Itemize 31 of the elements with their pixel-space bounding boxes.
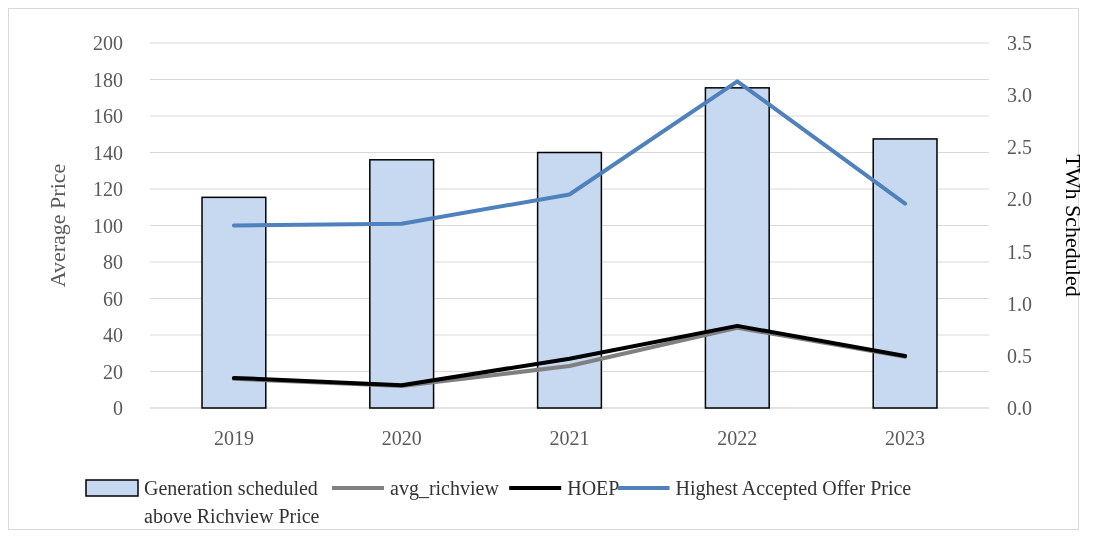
y-tick-label: 0	[113, 397, 123, 419]
x-tick-label: 2022	[717, 427, 758, 449]
y2-tick-label: 0.5	[1007, 344, 1032, 367]
legend-label: HOEP	[567, 477, 620, 499]
y2-axis-title: TWh Scheduled	[1061, 154, 1086, 297]
y2-tick-label: 3.0	[1007, 84, 1032, 107]
legend-label: avg_richview	[390, 477, 500, 500]
x-tick-label: 2021	[549, 427, 590, 449]
y2-tick-label: 3.5	[1007, 32, 1032, 54]
y2-tick-label: 0.0	[1007, 397, 1032, 419]
y-tick-label: 40	[103, 324, 123, 346]
y-tick-label: 60	[103, 287, 123, 310]
line-series	[231, 79, 908, 228]
y-tick-label: 80	[103, 251, 123, 273]
y-tick-label: 20	[103, 360, 123, 383]
y2-tick-label: 1.0	[1007, 292, 1032, 315]
y-tick-label: 100	[93, 214, 123, 237]
y-tick-label: 140	[93, 141, 123, 164]
y-tick-label: 200	[93, 32, 123, 54]
x-tick-label: 2023	[885, 427, 926, 449]
y2-tick-label: 2.5	[1007, 136, 1032, 159]
legend-label: Generation scheduled above Richview Price	[144, 477, 320, 527]
y-tick-label: 160	[93, 105, 123, 127]
y2-tick-label: 1.5	[1007, 240, 1032, 263]
legend-label: Highest Accepted Offer Price	[675, 477, 912, 500]
x-tick-label: 2020	[381, 427, 422, 449]
x-tick-label: 2019	[213, 427, 254, 449]
y-tick-label: 180	[93, 68, 123, 91]
y-tick-label: 120	[93, 178, 123, 200]
y2-tick-label: 2.0	[1007, 188, 1032, 211]
y-axis-title: Average Price	[45, 163, 70, 288]
